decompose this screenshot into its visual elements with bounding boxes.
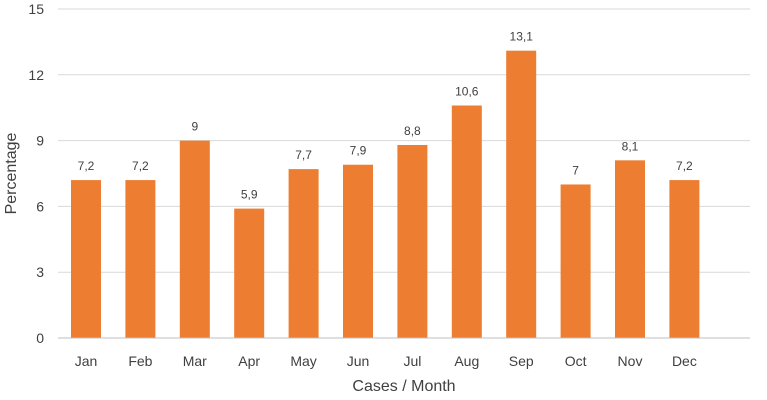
- x-tick-label: Dec: [672, 353, 697, 369]
- bar-may: [288, 169, 319, 338]
- x-axis-ticks: Jan Feb Mar Apr May Jun Jul Aug Sep Oct Nov Dec: [75, 353, 697, 369]
- y-tick-label: 0: [36, 330, 44, 346]
- data-labels: 7,2 7,2 9 5,9 7,7 7,9 8,8 10,6 13,1 7 8,1 7,2: [78, 30, 693, 202]
- y-tick-label: 12: [28, 67, 44, 83]
- data-label: 7,9: [350, 144, 367, 158]
- data-label: 7,2: [676, 159, 693, 173]
- x-tick-label: Jul: [403, 353, 421, 369]
- x-tick-label: May: [290, 353, 316, 369]
- bar-dec: [669, 180, 700, 338]
- bar-mar: [179, 140, 210, 338]
- data-label: 7,2: [78, 159, 95, 173]
- y-tick-label: 15: [28, 1, 44, 17]
- x-tick-label: Jan: [75, 353, 98, 369]
- bar-aug: [451, 105, 482, 338]
- x-tick-label: Feb: [128, 353, 152, 369]
- y-axis-ticks: 0 3 6 9 12 15: [28, 1, 44, 346]
- y-axis-title: Percentage: [3, 132, 20, 214]
- data-label: 13,1: [510, 30, 534, 44]
- data-label: 7,7: [295, 148, 312, 162]
- data-label: 9: [191, 120, 198, 134]
- data-label: 8,8: [404, 124, 421, 138]
- data-label: 7,2: [132, 159, 149, 173]
- data-label: 8,1: [622, 139, 639, 153]
- data-label: 7: [572, 163, 579, 177]
- bar-feb: [125, 180, 156, 338]
- x-tick-label: Mar: [183, 353, 207, 369]
- bar-nov: [615, 160, 645, 338]
- bars: [71, 50, 700, 338]
- x-tick-label: Aug: [454, 353, 479, 369]
- y-tick-label: 6: [36, 198, 44, 214]
- x-tick-label: Oct: [565, 353, 587, 369]
- x-tick-label: Apr: [238, 353, 260, 369]
- x-tick-label: Jun: [347, 353, 370, 369]
- y-tick-label: 3: [36, 264, 44, 280]
- bar-jun: [343, 164, 373, 338]
- x-axis-title: Cases / Month: [352, 378, 455, 395]
- bar-apr: [234, 208, 265, 338]
- x-tick-label: Sep: [509, 353, 534, 369]
- bar-jul: [397, 144, 428, 338]
- bar-oct: [560, 184, 591, 338]
- x-tick-label: Nov: [618, 353, 643, 369]
- y-tick-label: 9: [36, 133, 44, 149]
- bar-jan: [71, 180, 101, 338]
- bar-sep: [506, 50, 537, 338]
- data-label: 10,6: [455, 85, 479, 99]
- data-label: 5,9: [241, 188, 258, 202]
